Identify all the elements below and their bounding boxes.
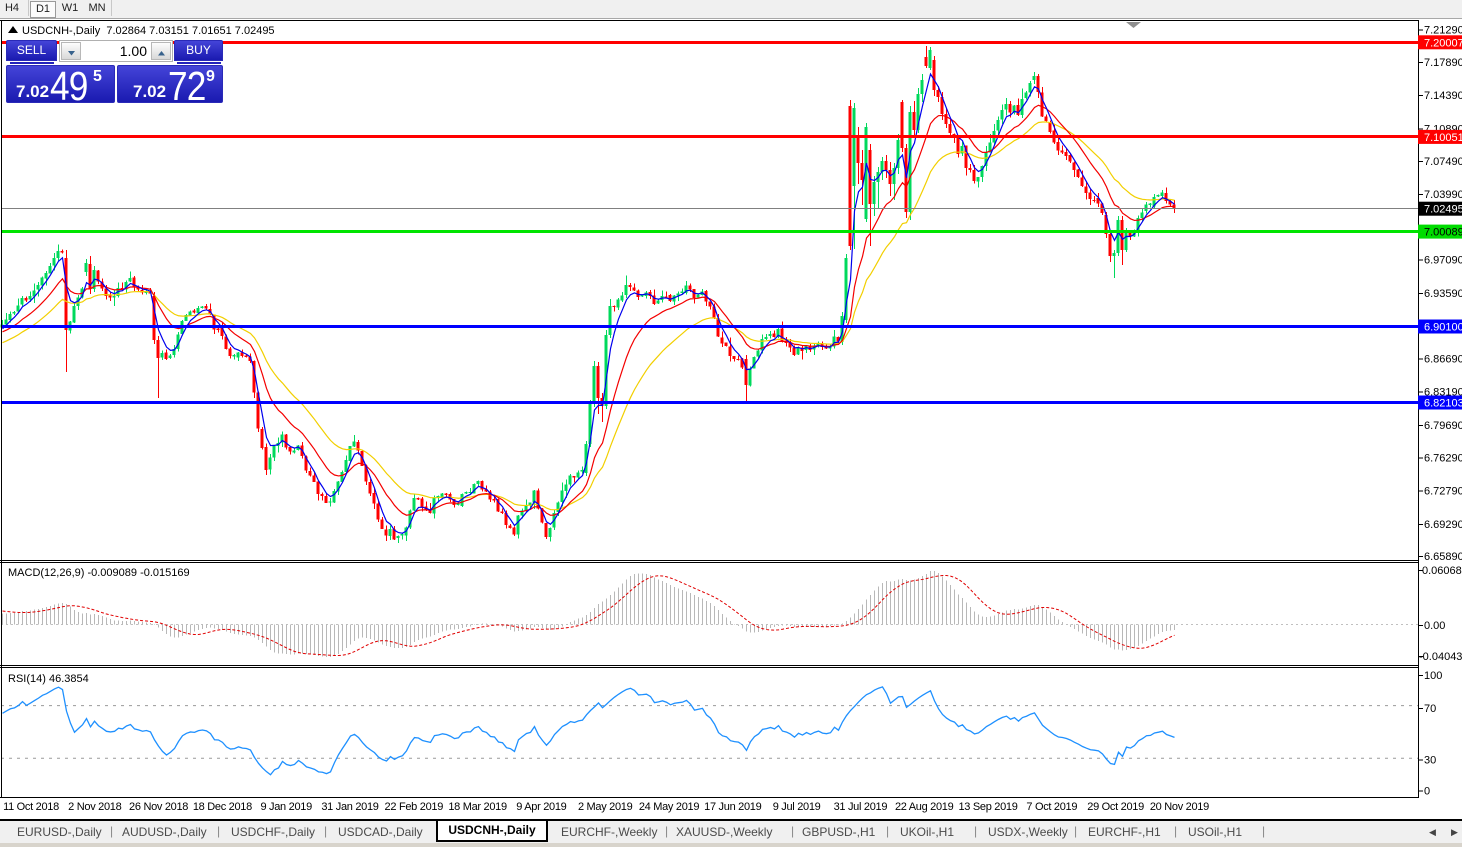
svg-text:USDCNH-,Daily 7.02864 7.03151: USDCNH-,Daily 7.02864 7.03151 7.01651 7.… xyxy=(22,25,275,37)
svg-text:6.97090: 6.97090 xyxy=(1424,255,1462,267)
svg-text:6.93590: 6.93590 xyxy=(1424,288,1462,300)
svg-text:2 Nov 2018: 2 Nov 2018 xyxy=(68,801,121,813)
svg-text:-0.040432: -0.040432 xyxy=(1419,651,1462,663)
svg-text:22 Feb 2019: 22 Feb 2019 xyxy=(385,801,444,813)
svg-text:7 Oct 2019: 7 Oct 2019 xyxy=(1026,801,1077,813)
svg-text:7.14390: 7.14390 xyxy=(1424,90,1462,102)
svg-text:9 Jul 2019: 9 Jul 2019 xyxy=(773,801,821,813)
svg-text:6.90100: 6.90100 xyxy=(1424,322,1462,334)
svg-text:31 Jan 2019: 31 Jan 2019 xyxy=(321,801,378,813)
svg-text:24 May 2019: 24 May 2019 xyxy=(639,801,699,813)
svg-text:7.21290: 7.21290 xyxy=(1424,25,1462,37)
svg-text:6.79690: 6.79690 xyxy=(1424,420,1462,432)
svg-text:13 Sep 2019: 13 Sep 2019 xyxy=(958,801,1017,813)
svg-text:6.69290: 6.69290 xyxy=(1424,519,1462,531)
svg-text:31 Jul 2019: 31 Jul 2019 xyxy=(834,801,888,813)
svg-text:RSI(14) 46.3854: RSI(14) 46.3854 xyxy=(8,673,89,685)
svg-text:7.07490: 7.07490 xyxy=(1424,156,1462,168)
svg-text:70: 70 xyxy=(1424,703,1436,715)
svg-text:0.060687: 0.060687 xyxy=(1422,565,1462,577)
svg-text:7.20007: 7.20007 xyxy=(1424,37,1462,49)
svg-text:6.76290: 6.76290 xyxy=(1424,452,1462,464)
svg-text:6.82103: 6.82103 xyxy=(1424,398,1462,410)
svg-text:11 Oct 2018: 11 Oct 2018 xyxy=(3,801,59,813)
svg-text:9 Apr 2019: 9 Apr 2019 xyxy=(516,801,566,813)
svg-text:6.86690: 6.86690 xyxy=(1424,354,1462,366)
svg-text:MACD(12,26,9) -0.009089 -0.015: MACD(12,26,9) -0.009089 -0.015169 xyxy=(8,567,190,579)
svg-text:0.00: 0.00 xyxy=(1424,620,1445,632)
svg-text:18 Mar 2019: 18 Mar 2019 xyxy=(448,801,507,813)
svg-text:20 Nov 2019: 20 Nov 2019 xyxy=(1150,801,1209,813)
svg-text:100: 100 xyxy=(1424,670,1442,682)
svg-text:29 Oct 2019: 29 Oct 2019 xyxy=(1087,801,1144,813)
svg-text:18 Dec 2018: 18 Dec 2018 xyxy=(193,801,252,813)
svg-text:22 Aug 2019: 22 Aug 2019 xyxy=(895,801,954,813)
svg-text:2 May 2019: 2 May 2019 xyxy=(578,801,633,813)
svg-text:7.02495: 7.02495 xyxy=(1424,204,1462,216)
svg-text:6.72790: 6.72790 xyxy=(1424,486,1462,498)
svg-text:0: 0 xyxy=(1424,786,1430,798)
svg-text:7.10051: 7.10051 xyxy=(1424,132,1462,144)
svg-text:30: 30 xyxy=(1424,755,1436,767)
svg-text:7.00089: 7.00089 xyxy=(1424,227,1462,239)
svg-text:7.03990: 7.03990 xyxy=(1424,189,1462,201)
svg-text:7.17890: 7.17890 xyxy=(1424,57,1462,69)
svg-text:6.65890: 6.65890 xyxy=(1424,551,1462,563)
svg-text:17 Jun 2019: 17 Jun 2019 xyxy=(704,801,761,813)
svg-text:9 Jan 2019: 9 Jan 2019 xyxy=(260,801,312,813)
svg-text:26 Nov 2018: 26 Nov 2018 xyxy=(129,801,188,813)
